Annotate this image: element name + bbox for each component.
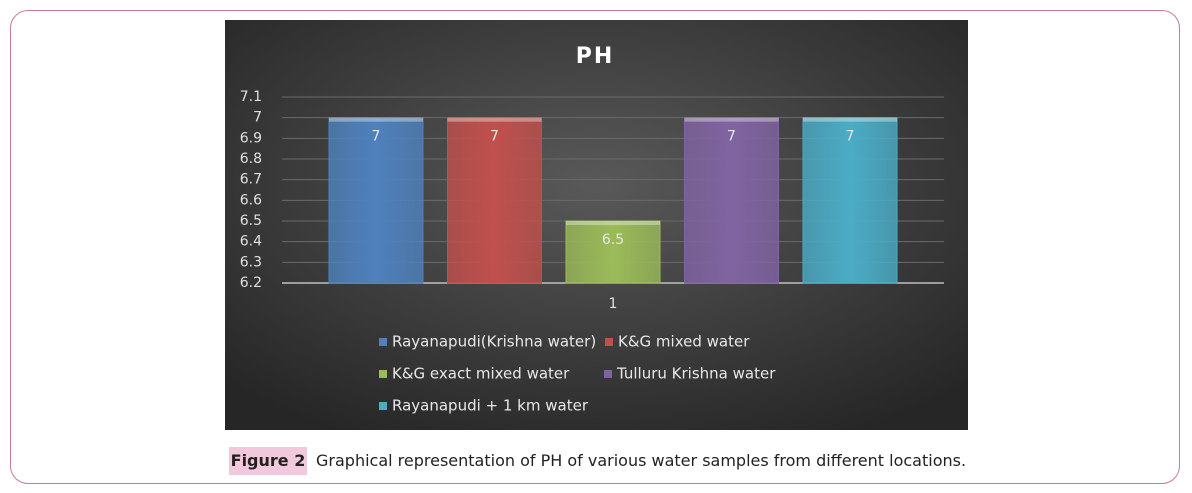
legend-swatch <box>605 338 613 346</box>
bar <box>328 117 424 284</box>
data-label: 6.5 <box>602 232 624 248</box>
y-tick-label: 6.8 <box>240 151 262 167</box>
bar-highlight <box>684 117 779 122</box>
y-tick-label: 6.3 <box>240 254 262 270</box>
figure-frame <box>10 10 1180 484</box>
legend-swatch <box>379 370 387 378</box>
data-label: 7 <box>727 129 736 145</box>
legend-label: Rayanapudi + 1 km water <box>392 397 589 415</box>
bar-highlight <box>447 117 542 122</box>
y-tick-label: 6.9 <box>240 130 262 146</box>
y-tick-label: 6.7 <box>240 172 262 188</box>
bar <box>447 117 542 284</box>
caption-label: Figure 2 <box>229 447 307 475</box>
legend-label: K&G exact mixed water <box>392 365 570 383</box>
legend-label: K&G mixed water <box>618 333 750 351</box>
y-tick-label: 6.6 <box>240 192 262 208</box>
bar <box>802 117 898 284</box>
legend-label: Rayanapudi(Krishna water) <box>392 333 596 351</box>
y-tick-label: 7.1 <box>240 89 262 105</box>
bar-highlight <box>566 221 660 225</box>
legend-swatch <box>379 338 387 346</box>
legend-swatch <box>379 402 387 410</box>
data-label: 7 <box>490 129 499 145</box>
data-label: 7 <box>846 129 855 145</box>
bar <box>684 117 779 284</box>
x-tick-label: 1 <box>609 296 618 312</box>
y-tick-label: 6.2 <box>240 275 262 291</box>
y-tick-label: 7 <box>253 110 262 126</box>
chart-title: PH <box>576 44 615 69</box>
bar-highlight <box>803 117 897 122</box>
caption-text: Graphical representation of PH of variou… <box>316 451 967 470</box>
y-tick-label: 6.5 <box>240 213 262 229</box>
legend-swatch <box>604 370 612 378</box>
data-label: 7 <box>372 129 381 145</box>
bar <box>565 220 661 284</box>
bar-highlight <box>329 117 423 122</box>
y-tick-label: 6.4 <box>240 234 262 250</box>
legend-label: Tulluru Krishna water <box>616 365 776 383</box>
